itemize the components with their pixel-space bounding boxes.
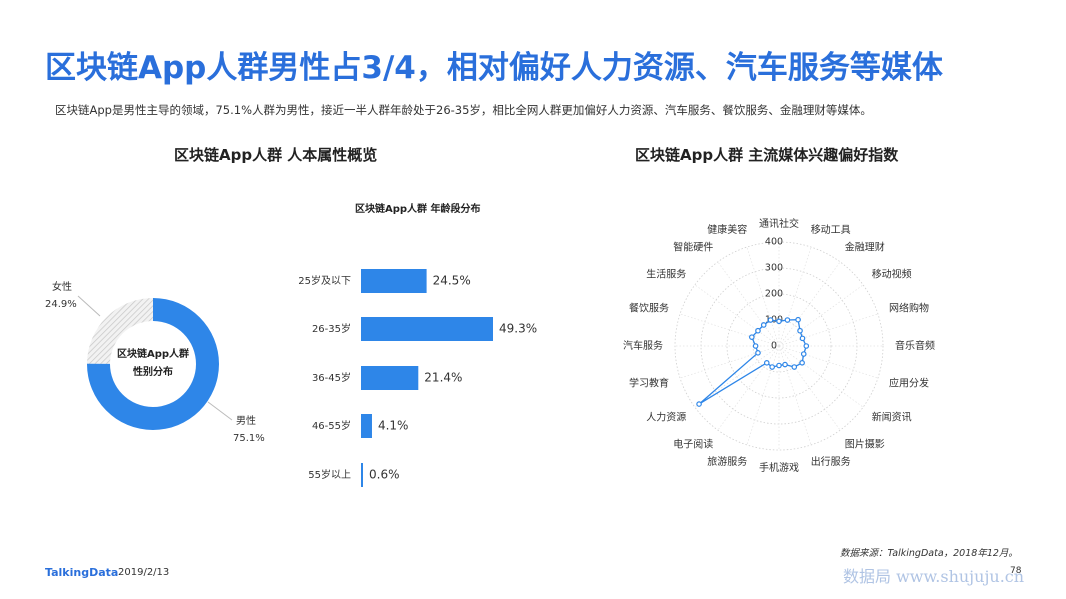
age-bar	[361, 366, 419, 390]
radar-category-label: 生活服务	[646, 267, 686, 280]
data-source: 数据来源：TalkingData，2018年12月。	[840, 548, 1018, 559]
bar-category-label: 25岁及以下	[298, 274, 351, 287]
radar-category-label: 音乐音频	[895, 339, 935, 352]
radar-category-label: 汽车服务	[623, 339, 663, 352]
page-title: 区块链App人群男性占3/4，相对偏好人力资源、汽车服务等媒体	[45, 50, 943, 86]
bar-category-label: 36-45岁	[312, 371, 351, 384]
radar-category-label: 应用分发	[889, 377, 929, 390]
radar-point	[803, 343, 810, 349]
radar-category-label: 图片摄影	[845, 438, 885, 451]
radar-point	[799, 335, 806, 342]
radar-point	[752, 343, 759, 349]
radar-category-label: 通讯社交	[759, 217, 799, 230]
radar-category-label: 餐饮服务	[629, 301, 669, 314]
radar-category-label: 手机游戏	[759, 461, 799, 474]
radar-spoke	[778, 345, 812, 446]
radar-spoke	[746, 345, 780, 446]
pie-label-male: 男性	[236, 414, 256, 427]
radar-point	[782, 361, 788, 368]
pie-value-female: 24.9%	[45, 299, 77, 310]
radar-category-label: 学习教育	[629, 377, 669, 390]
radar-grid-ring	[726, 293, 832, 399]
radar-tick-label: 300	[765, 263, 783, 274]
radar-point	[748, 334, 755, 340]
age-chart-title: 区块链App人群 年龄段分布	[355, 204, 481, 215]
bar-category-label: 46-55岁	[312, 419, 351, 432]
radar-category-label: 移动视频	[872, 267, 912, 280]
radar-point	[696, 401, 702, 407]
radar-point	[755, 350, 761, 356]
age-bar	[361, 269, 427, 293]
pie-label-female: 女性	[52, 280, 72, 293]
radar-spoke	[717, 261, 780, 347]
radar-category-label: 金融理财	[845, 240, 885, 253]
radar-point	[763, 360, 770, 366]
radar-category-label: 移动工具	[811, 223, 851, 236]
bar-category-label: 26-35岁	[312, 322, 351, 335]
radar-point	[769, 364, 775, 370]
radar-spoke	[778, 345, 841, 431]
bar-value-label: 21.4%	[424, 371, 462, 385]
radar-spoke	[778, 284, 864, 347]
pie-leader-female	[77, 295, 101, 317]
radar-category-label: 人力资源	[646, 411, 686, 424]
radar-point	[776, 362, 782, 369]
bar-value-label: 24.5%	[433, 274, 471, 288]
radar-tick-label: 400	[765, 237, 783, 248]
page-subtitle: 区块链App是男性主导的领域，75.1%人群为男性，接近一半人群年龄处于26-3…	[55, 103, 872, 117]
bar-value-label: 49.3%	[499, 322, 537, 336]
pie-slice-female	[87, 298, 153, 364]
right-section-title: 区块链App人群 主流媒体兴趣偏好指数	[635, 146, 899, 164]
radar-point	[795, 316, 801, 323]
bar-value-label: 4.1%	[378, 419, 409, 433]
radar-point	[791, 364, 798, 370]
pie-leader-male	[207, 401, 233, 421]
radar-category-label: 旅游服务	[707, 455, 747, 468]
talkingdata-logo: TalkingData	[45, 566, 119, 579]
radar-category-label: 网络购物	[889, 301, 929, 314]
radar-point	[799, 360, 805, 366]
bar-category-label: 55岁以上	[308, 468, 351, 481]
pie-center-label: 性别分布	[132, 365, 173, 378]
radar-spoke	[778, 313, 879, 347]
radar-point	[784, 317, 791, 323]
radar-point	[755, 327, 761, 334]
bar-value-label: 0.6%	[369, 468, 400, 482]
pie-value-male: 75.1%	[233, 433, 265, 444]
radar-category-label: 智能硬件	[673, 240, 713, 253]
radar-category-label: 新闻资讯	[872, 411, 912, 424]
radar-category-label: 健康美容	[707, 223, 747, 236]
radar-spoke	[778, 345, 879, 379]
radar-category-label: 电子阅读	[673, 438, 713, 451]
pie-slice-male	[86, 298, 219, 430]
radar-grid-ring	[674, 241, 884, 451]
radar-point	[776, 318, 782, 325]
radar-category-label: 出行服务	[811, 455, 851, 468]
pie-center-label: 区块链App人群	[117, 347, 189, 360]
radar-point	[760, 322, 767, 328]
radar-point	[800, 351, 807, 357]
page-number: 78	[1010, 566, 1022, 576]
radar-point	[797, 327, 803, 334]
age-bar	[361, 463, 363, 487]
left-section-title: 区块链App人群 人本属性概览	[174, 146, 378, 164]
radar-tick-label: 200	[765, 289, 783, 300]
radar-spoke	[778, 246, 812, 347]
radar-spoke	[717, 345, 780, 431]
age-bar	[361, 414, 372, 438]
radar-tick-label: 0	[771, 341, 777, 352]
watermark: 数据局 www.shujuju.cn	[843, 567, 1025, 586]
radar-point	[767, 317, 774, 323]
age-bar	[361, 317, 493, 341]
footer-date: 2019/2/13	[118, 567, 170, 578]
